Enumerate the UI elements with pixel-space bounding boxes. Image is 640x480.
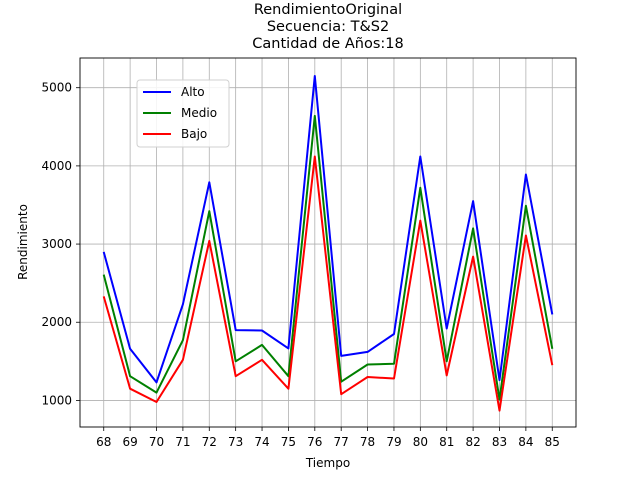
x-tick-label: 75 — [281, 435, 296, 449]
x-tick-label: 77 — [334, 435, 349, 449]
x-tick-label: 69 — [122, 435, 137, 449]
x-tick-label: 82 — [465, 435, 480, 449]
x-tick-label: 81 — [439, 435, 454, 449]
x-tick-label: 68 — [96, 435, 111, 449]
plot-frame — [79, 57, 577, 428]
x-tick-label: 78 — [360, 435, 375, 449]
x-tick-label: 79 — [386, 435, 401, 449]
legend-label: Alto — [181, 85, 205, 99]
y-axis-label: Rendimiento — [16, 204, 30, 280]
chart-title-line-3: Cantidad de Años:18 — [252, 36, 403, 52]
legend-label: Bajo — [181, 127, 207, 141]
y-tick-label: 1000 — [41, 393, 72, 407]
legend: Alto Medio Bajo — [136, 79, 230, 148]
legend-label: Medio — [181, 106, 217, 120]
y-tick-label: 4000 — [41, 159, 72, 173]
series-line-medio — [102, 114, 554, 401]
x-tick-label: 80 — [413, 435, 428, 449]
x-axis-ticks: 68 69 70 71 72 73 74 75 76 77 78 79 80 81 82 83 84 85 — [96, 427, 560, 449]
y-tick-label: 5000 — [41, 81, 72, 95]
x-tick-label: 74 — [254, 435, 269, 449]
y-axis-ticks: 1000 2000 3000 4000 5000 — [41, 81, 80, 407]
x-tick-label: 84 — [518, 435, 533, 449]
x-tick-label: 71 — [175, 435, 190, 449]
x-tick-label: 83 — [492, 435, 507, 449]
legend-box — [136, 79, 230, 148]
y-tick-label: 2000 — [41, 315, 72, 329]
chart-title: RendimientoOriginal Secuencia: T&S2 Cant… — [252, 2, 403, 52]
chart-title-line-2: Secuencia: T&S2 — [267, 19, 389, 35]
x-axis-label: Tiempo — [305, 456, 350, 470]
grid — [80, 58, 576, 427]
series-lines — [102, 75, 554, 412]
chart-title-line-1: RendimientoOriginal — [254, 2, 402, 18]
x-tick-label: 70 — [149, 435, 164, 449]
x-tick-label: 73 — [228, 435, 243, 449]
series-line-alto — [102, 75, 554, 384]
x-tick-label: 76 — [307, 435, 322, 449]
x-tick-label: 72 — [202, 435, 217, 449]
y-tick-label: 3000 — [41, 237, 72, 251]
x-tick-label: 85 — [545, 435, 560, 449]
series-line-bajo — [102, 155, 554, 412]
